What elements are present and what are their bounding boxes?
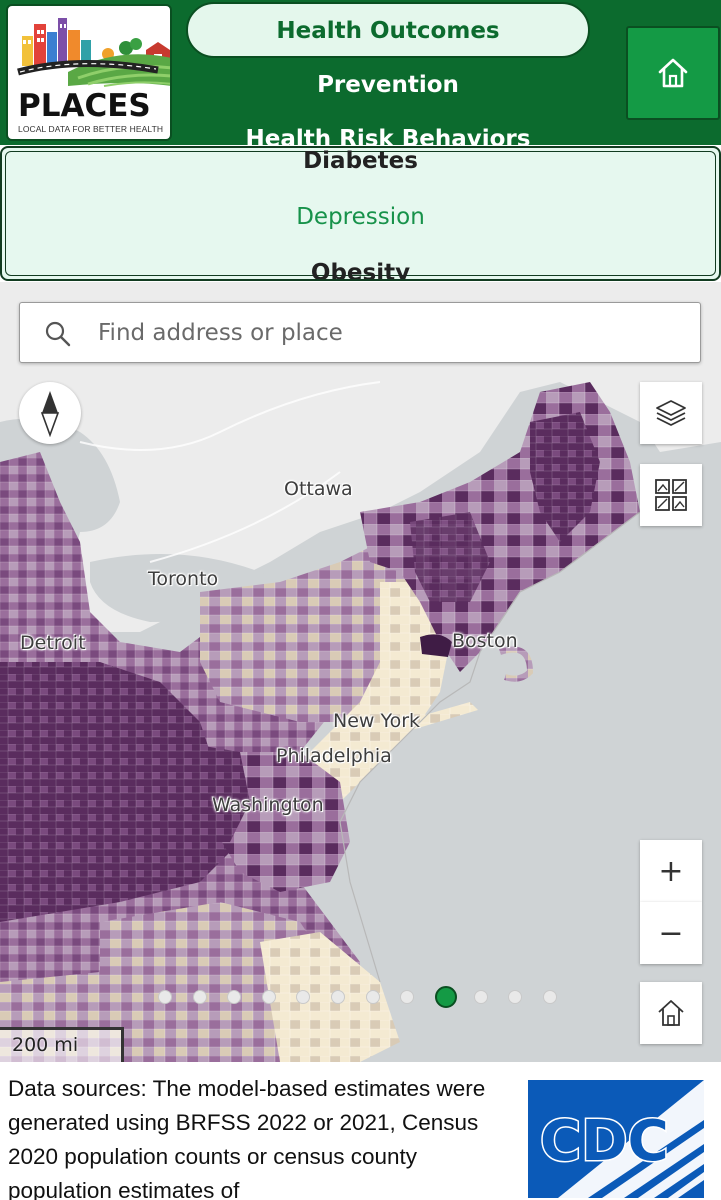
layers-icon	[656, 400, 686, 426]
map-search	[19, 302, 701, 363]
basemap	[0, 282, 721, 1062]
carousel-dot[interactable]	[365, 990, 380, 1004]
city-label-new-york: New York	[333, 710, 421, 732]
home-icon	[658, 58, 688, 88]
map-view[interactable]: Ottawa Toronto Detroit Boston New York P…	[0, 282, 721, 1062]
measure-picker[interactable]: Diabetes Depression Obesity	[0, 146, 721, 281]
carousel-dot[interactable]	[158, 990, 172, 1004]
data-sources-text: Data sources: The model-based estimates …	[8, 1076, 486, 1200]
city-label-philadelphia: Philadelphia	[276, 745, 392, 767]
carousel-dot[interactable]	[508, 990, 523, 1004]
carousel-dot[interactable]	[473, 990, 488, 1004]
measure-option-obesity[interactable]: Obesity	[310, 260, 411, 281]
compass-icon	[40, 391, 60, 437]
default-extent-button[interactable]	[640, 982, 702, 1044]
carousel-dot[interactable]	[192, 990, 207, 1004]
places-logo: PLACES LOCAL DATA FOR BETTER HEALTH	[6, 4, 172, 141]
search-input[interactable]	[98, 311, 678, 355]
category-picker[interactable]: Health Outcomes Prevention Health Risk B…	[186, 0, 590, 145]
zoom-in-label: +	[658, 853, 684, 889]
carousel-dot[interactable]	[542, 990, 557, 1004]
measure-carousel-dots	[158, 986, 578, 1008]
city-label-toronto: Toronto	[148, 568, 219, 590]
city-label-boston: Boston	[452, 630, 518, 652]
zoom-in-button[interactable]: +	[640, 840, 702, 902]
carousel-dot[interactable]	[330, 990, 345, 1004]
compass-button[interactable]	[19, 382, 81, 444]
zoom-out-label: −	[658, 915, 684, 951]
category-option-health-risk-behaviors[interactable]: Health Risk Behaviors	[245, 126, 531, 145]
carousel-dot[interactable]	[400, 990, 415, 1004]
scale-bar: 200 mi	[0, 1027, 124, 1062]
footer: Data sources: The model-based estimates …	[0, 1062, 721, 1200]
app-home-button[interactable]	[626, 26, 720, 120]
city-label-ottawa: Ottawa	[284, 478, 353, 500]
search-icon[interactable]	[44, 320, 72, 348]
layers-button[interactable]	[640, 382, 702, 444]
places-logo-word: PLACES	[18, 88, 151, 124]
category-option-health-outcomes[interactable]: Health Outcomes	[186, 2, 590, 58]
carousel-dot[interactable]	[227, 990, 242, 1004]
carousel-dot[interactable]	[261, 990, 276, 1004]
carousel-dot[interactable]	[296, 990, 311, 1004]
cdc-logo-text: CDC	[540, 1109, 669, 1174]
city-label-detroit: Detroit	[20, 632, 86, 654]
measure-option-depression[interactable]: Depression	[296, 204, 425, 230]
cdc-logo: CDC	[528, 1080, 704, 1198]
places-logo-tagline: LOCAL DATA FOR BETTER HEALTH	[18, 124, 164, 134]
home-icon	[658, 1000, 684, 1026]
zoom-out-button[interactable]: −	[640, 902, 702, 964]
scale-bar-label: 200 mi	[12, 1034, 79, 1056]
app-header: PLACES LOCAL DATA FOR BETTER HEALTH Heal…	[0, 0, 721, 145]
measure-option-diabetes[interactable]: Diabetes	[303, 148, 418, 174]
basemap-gallery-icon	[655, 479, 687, 511]
measure-picker-frame	[5, 151, 716, 276]
carousel-dot-active[interactable]	[434, 986, 457, 1008]
places-logo-graphic	[17, 18, 170, 87]
basemap-gallery-button[interactable]	[640, 464, 702, 526]
city-label-washington: Washington	[212, 794, 324, 816]
category-option-prevention[interactable]: Prevention	[317, 72, 459, 98]
